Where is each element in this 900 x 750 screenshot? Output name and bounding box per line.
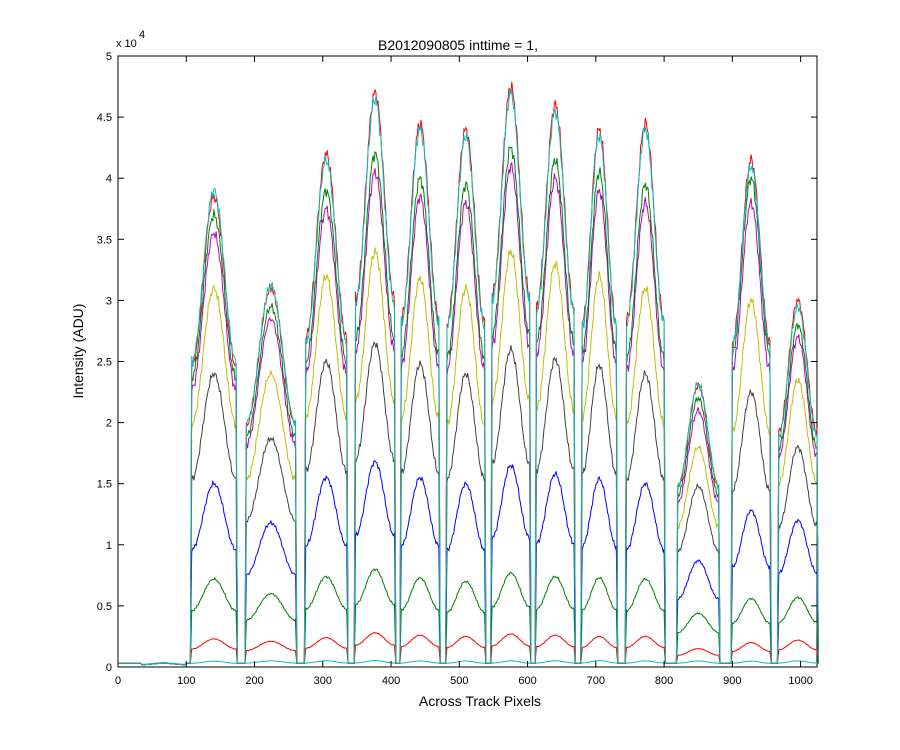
series-group: [118, 81, 819, 666]
series-line: [118, 88, 819, 666]
y-tick-label: 2: [106, 418, 112, 430]
y-tick-label: 0: [106, 662, 112, 674]
x-tick-label: 800: [655, 675, 673, 687]
x-tick-label: 900: [723, 675, 741, 687]
x-tick-label: 0: [115, 675, 121, 687]
x-axis-title: Across Track Pixels: [419, 693, 541, 709]
y-exponent-power: 4: [139, 29, 145, 41]
chart-title: B2012090805 inttime = 1,: [378, 37, 538, 53]
x-tick-label: 300: [314, 675, 332, 687]
y-tick-label: 1: [106, 540, 112, 552]
y-tick-label: 5: [106, 51, 112, 63]
y-tick-label: 1.5: [97, 479, 112, 491]
y-tick-label: 0.5: [97, 601, 112, 613]
x-tick-label: 500: [450, 675, 468, 687]
x-tick-label: 200: [245, 675, 263, 687]
x-tick-label: 100: [177, 675, 195, 687]
x-tick-label: 700: [587, 675, 605, 687]
y-exponent-label: x 10: [116, 38, 137, 50]
x-tick-label: 400: [382, 675, 400, 687]
y-tick-label: 3.5: [97, 234, 112, 246]
x-tick-label: 1000: [788, 675, 812, 687]
plot-area: [117, 55, 818, 668]
y-axis-title: Intensity (ADU): [70, 304, 86, 399]
y-tick-label: 2.5: [97, 357, 112, 369]
y-tick-label: 3: [106, 295, 112, 307]
x-tick-label: 600: [518, 675, 536, 687]
y-tick-label: 4.5: [97, 112, 112, 124]
axes-group: 0 100 200 300 400 500 600 700 800 900 1000 0 0.5 1 1.5…: [97, 51, 817, 687]
y-tick-label: 4: [106, 173, 112, 185]
